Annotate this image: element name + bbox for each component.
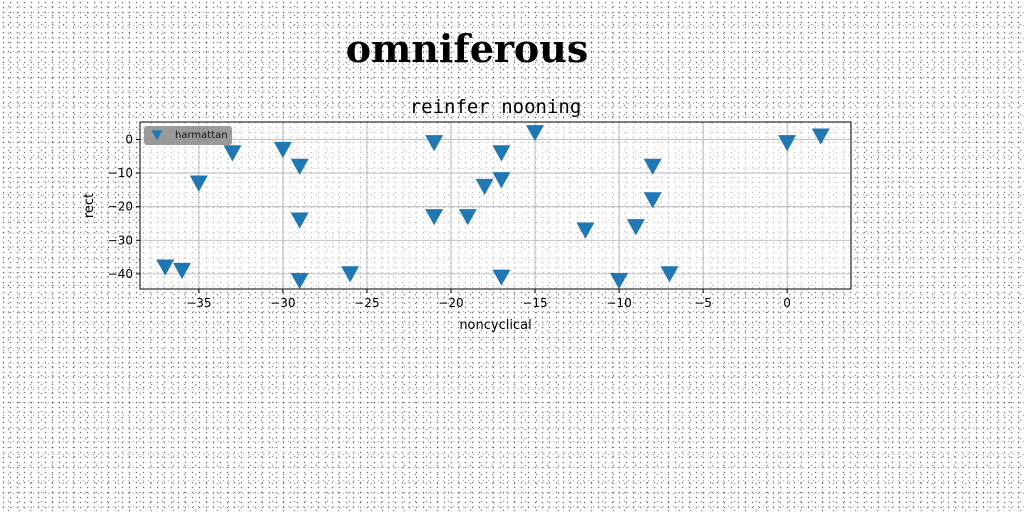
x-axis-label: noncyclical xyxy=(459,318,531,333)
figure-title: omniferous xyxy=(345,26,589,71)
data-point xyxy=(526,125,544,142)
legend-box xyxy=(144,126,232,145)
data-point xyxy=(458,209,477,226)
legend: harmattan xyxy=(144,126,232,145)
data-point xyxy=(811,128,830,145)
y-tick-label: −30 xyxy=(108,233,133,247)
plot-area-frame xyxy=(139,121,852,290)
x-tick-label: −20 xyxy=(438,296,463,310)
data-point xyxy=(626,219,645,236)
x-tick-label: −35 xyxy=(186,296,211,310)
x-tick-label: −10 xyxy=(606,296,631,310)
chart-title: reinfer nooning xyxy=(410,96,582,118)
data-point xyxy=(475,178,494,196)
data-point xyxy=(173,262,192,280)
data-point xyxy=(223,145,242,162)
x-tick-label: −25 xyxy=(354,296,379,310)
data-points xyxy=(156,125,830,290)
legend-label: harmattan xyxy=(175,130,228,141)
data-point xyxy=(156,259,175,276)
data-point xyxy=(492,145,511,162)
legend-marker xyxy=(151,130,163,141)
data-point xyxy=(492,269,511,286)
data-point xyxy=(643,192,662,209)
data-point xyxy=(610,272,629,290)
data-point xyxy=(492,172,511,189)
x-tick-label: 0 xyxy=(783,296,791,310)
data-point xyxy=(425,209,444,226)
data-point xyxy=(576,222,595,239)
data-point xyxy=(290,212,309,229)
y-tick-label: −10 xyxy=(108,166,133,180)
data-point xyxy=(273,141,292,159)
data-point xyxy=(341,266,360,283)
data-point xyxy=(290,158,309,175)
x-tick-label: −15 xyxy=(522,296,547,310)
data-point xyxy=(290,272,309,290)
x-tick-label: −5 xyxy=(694,296,712,310)
y-axis-label: rect xyxy=(82,193,97,218)
data-point xyxy=(189,175,208,192)
data-point xyxy=(425,135,444,152)
y-tick-label: −20 xyxy=(108,200,133,214)
data-point xyxy=(778,135,797,152)
y-tick-label: 0 xyxy=(125,132,133,146)
data-point xyxy=(660,266,679,283)
data-point xyxy=(643,158,662,175)
axis-ticks: −35 −30 −25 −20 −15 −10 −5 0 0 −10 −20 −30 −40 xyxy=(108,132,791,310)
y-tick-label: −40 xyxy=(108,267,133,281)
x-tick-label: −30 xyxy=(270,296,295,310)
